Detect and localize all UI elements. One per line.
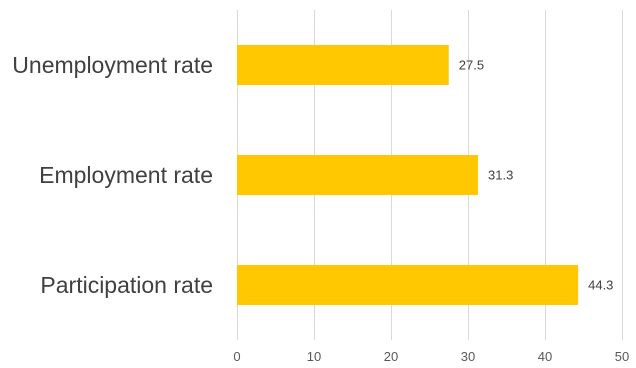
x-tick-label: 30: [461, 349, 475, 364]
x-tick-label: 40: [538, 349, 552, 364]
x-tick-label: 50: [615, 349, 629, 364]
bar: [237, 155, 479, 195]
category-label: Employment rate: [39, 162, 213, 188]
data-label: 44.3: [588, 278, 613, 293]
category-label: Unemployment rate: [12, 52, 213, 78]
bar: [237, 265, 579, 305]
x-tick-label: 20: [384, 349, 398, 364]
data-label: 31.3: [488, 168, 513, 183]
x-axis-tick-labels: 0 10 20 30 40 50: [233, 349, 629, 364]
bars: [237, 45, 579, 305]
category-label: Participation rate: [40, 272, 213, 298]
bar: [237, 45, 449, 85]
data-label: 27.5: [459, 58, 484, 73]
data-labels: 27.5 31.3 44.3: [459, 58, 614, 293]
x-tick-label: 10: [307, 349, 321, 364]
category-labels: Unemployment rate Employment rate Particip…: [12, 52, 213, 298]
x-tick-label: 0: [233, 349, 240, 364]
